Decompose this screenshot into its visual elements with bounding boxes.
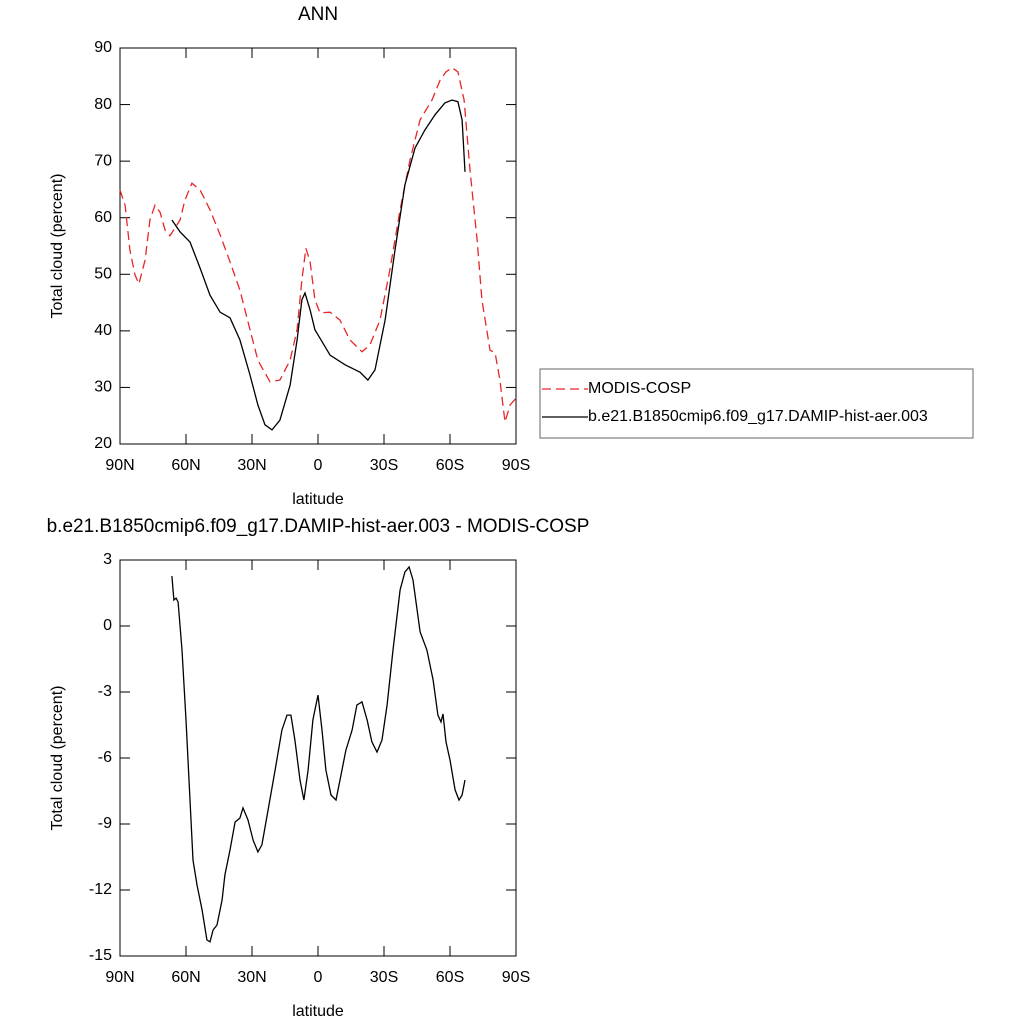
x-tick-label: 30S	[370, 969, 398, 986]
line	[119, 67, 517, 423]
x-axis-label: latitude	[292, 1003, 344, 1020]
x-tick-label: 60N	[171, 969, 200, 986]
legend-label: b.e21.B1850cmip6.f09_g17.DAMIP-hist-aer.…	[588, 408, 928, 425]
y-tick-label: 3	[103, 551, 112, 568]
y-axis-label: Total cloud (percent)	[49, 686, 66, 831]
y-axis-label: Total cloud (percent)	[49, 174, 66, 319]
x-tick-label: 60S	[436, 969, 464, 986]
x-tick-label: 90N	[105, 969, 134, 986]
legend-box	[539, 368, 974, 439]
x-tick-label: 60S	[436, 457, 464, 474]
y-tick-label: -12	[89, 881, 112, 898]
y-tick-label: 40	[94, 322, 112, 339]
y-tick-label: -9	[98, 815, 112, 832]
plot-frame	[119, 559, 517, 957]
line	[171, 565, 466, 943]
x-tick-label: 30N	[237, 457, 266, 474]
x-tick-label: 90N	[105, 457, 134, 474]
y-tick-label: 90	[94, 39, 112, 56]
x-tick-label: 30N	[237, 969, 266, 986]
plot-frame	[119, 47, 517, 445]
x-tick-label: 0	[314, 969, 323, 986]
chart-title: b.e21.B1850cmip6.f09_g17.DAMIP-hist-aer.…	[47, 516, 590, 537]
line	[171, 99, 466, 431]
y-tick-label: 60	[94, 209, 112, 226]
y-tick-label: -15	[89, 947, 112, 964]
y-tick-label: 50	[94, 266, 112, 283]
y-tick-label: 80	[94, 96, 112, 113]
y-tick-label: 20	[94, 435, 112, 452]
x-tick-label: 30S	[370, 457, 398, 474]
legend-label: MODIS-COSP	[588, 380, 691, 397]
y-tick-label: -3	[98, 683, 112, 700]
y-tick-label: 70	[94, 152, 112, 169]
x-tick-label: 0	[314, 457, 323, 474]
x-tick-label: 60N	[171, 457, 200, 474]
y-tick-label: 30	[94, 379, 112, 396]
x-tick-label: 90S	[502, 457, 530, 474]
y-tick-label: 0	[103, 617, 112, 634]
chart-title: ANN	[298, 4, 338, 25]
y-tick-label: -6	[98, 749, 112, 766]
x-axis-label: latitude	[292, 491, 344, 508]
x-tick-label: 90S	[502, 969, 530, 986]
